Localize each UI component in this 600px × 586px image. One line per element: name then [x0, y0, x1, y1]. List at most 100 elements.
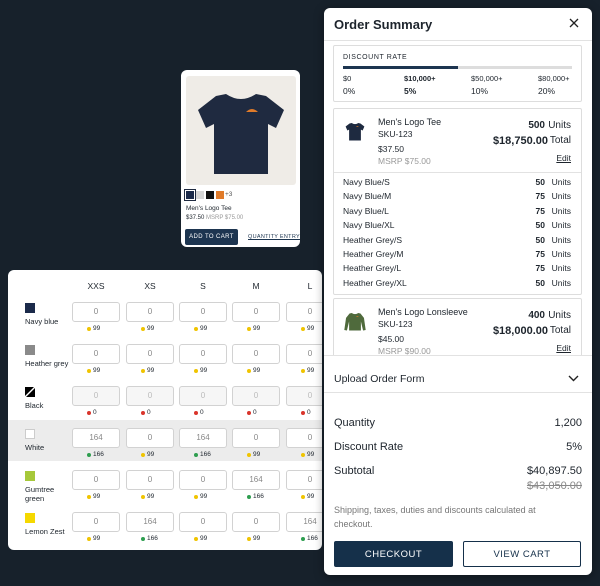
- stock-count: 166: [253, 493, 264, 500]
- quantity-input: 0: [72, 386, 120, 406]
- stock-dot: [87, 369, 91, 373]
- quantity-input[interactable]: 0: [232, 302, 280, 322]
- color-swatch[interactable]: [196, 191, 204, 199]
- stock-dot: [301, 369, 305, 373]
- quantity-input[interactable]: 0: [72, 470, 120, 490]
- units-label: Units: [551, 263, 571, 274]
- stock-dot: [141, 453, 145, 457]
- variant-name: Heather Grey/S: [343, 234, 403, 245]
- cart-item: Men's Logo Lonsleeve SKU-123 $45.00 MSRP $9…: [333, 298, 582, 355]
- checkout-button[interactable]: CHECKOUT: [334, 541, 453, 567]
- stock-count: 99: [307, 451, 315, 458]
- item-total: $18,000.00: [492, 325, 548, 338]
- quantity-input[interactable]: 0: [179, 302, 227, 322]
- stock-count: 99: [147, 367, 155, 374]
- quantity-input: 0: [126, 386, 174, 406]
- stock-dot: [301, 453, 305, 457]
- size-grid: XXS XS S M L Navy blue 0 99 0 99 0 99 0 99 0 99 Heather …: [8, 270, 322, 550]
- variant-name: Navy Blue/M: [343, 191, 392, 202]
- units-label: Units: [551, 234, 571, 245]
- quantity-entry-link[interactable]: QUANTITY ENTRY: [248, 234, 300, 240]
- item-thumbnail: [345, 123, 365, 141]
- summary-label: Quantity: [334, 417, 375, 429]
- quantity-input[interactable]: 0: [286, 302, 322, 322]
- quantity-input[interactable]: 0: [72, 512, 120, 532]
- color-name: Lemon Zest: [25, 527, 65, 536]
- variant-qty: 75: [535, 263, 545, 274]
- discount-box: DISCOUNT RATE $0 0% $10,000+ 5% $50,000+ 10% $8…: [333, 45, 582, 102]
- stock-count: 99: [307, 367, 315, 374]
- units-label: Units: [551, 205, 571, 216]
- quantity-input[interactable]: 0: [72, 344, 120, 364]
- quantity-input[interactable]: 0: [286, 344, 322, 364]
- stock-count: 99: [93, 493, 101, 500]
- quantity-input[interactable]: 0: [232, 344, 280, 364]
- stock-dot: [194, 537, 198, 541]
- stock-dot: [301, 411, 305, 415]
- shirt-shape: [345, 123, 365, 141]
- stock-dot: [87, 453, 91, 457]
- progress-fill: [343, 66, 458, 69]
- quantity-input[interactable]: 0: [286, 470, 322, 490]
- more-colors: +3: [225, 191, 233, 198]
- quantity-input[interactable]: 0: [126, 344, 174, 364]
- quantity-input[interactable]: 0: [126, 428, 174, 448]
- close-button[interactable]: [569, 18, 579, 28]
- stock-dot: [247, 327, 251, 331]
- quantity-input[interactable]: 0: [179, 470, 227, 490]
- quantity-input[interactable]: 164: [179, 428, 227, 448]
- size-header: L: [307, 281, 313, 291]
- quantity-input[interactable]: 164: [232, 470, 280, 490]
- stock-dot: [194, 369, 198, 373]
- stock-count: 99: [307, 325, 315, 332]
- stock-count: 99: [147, 451, 155, 458]
- view-cart-button[interactable]: VIEW CART: [463, 541, 581, 567]
- stock-dot: [87, 495, 91, 499]
- color-name: Gumtree green: [25, 485, 55, 503]
- item-sku: SKU-123: [378, 319, 413, 330]
- stock-dot: [87, 327, 91, 331]
- color-name: Navy blue: [25, 317, 59, 326]
- quantity-input[interactable]: 0: [179, 344, 227, 364]
- tier-threshold: $10,000+: [404, 74, 436, 83]
- close-icon: [569, 18, 579, 28]
- edit-link[interactable]: Edit: [556, 153, 571, 163]
- variant-name: Heather Grey/XL: [343, 277, 407, 288]
- order-summary: Order Summary DISCOUNT RATE $0 0% $10,000+ 5%…: [324, 8, 592, 575]
- product-card: +3 Men's Logo Tee $37.50 MSRP $75.00 ADD TO …: [181, 70, 300, 247]
- stock-count: 99: [93, 367, 101, 374]
- item-units: 500: [528, 120, 545, 131]
- quantity-input[interactable]: 164: [286, 512, 322, 532]
- quantity-input[interactable]: 0: [126, 302, 174, 322]
- variant-qty: 50: [535, 277, 545, 288]
- quantity-input[interactable]: 164: [72, 428, 120, 448]
- variant-qty: 50: [535, 177, 545, 187]
- quantity-input[interactable]: 0: [286, 428, 322, 448]
- shirt-shape: [198, 94, 284, 174]
- quantity-input[interactable]: 0: [232, 428, 280, 448]
- color-swatch: [25, 303, 35, 313]
- units-label: Units: [548, 120, 571, 131]
- color-swatch: [25, 429, 35, 439]
- stock-count: 99: [93, 325, 101, 332]
- stock-count: 99: [253, 325, 261, 332]
- stock-dot: [141, 411, 145, 415]
- tier-rate: 5%: [404, 86, 417, 96]
- quantity-input[interactable]: 0: [72, 302, 120, 322]
- color-swatch[interactable]: [184, 189, 196, 201]
- stock-dot: [194, 495, 198, 499]
- quantity-input[interactable]: 0: [232, 512, 280, 532]
- variant-name: Navy Blue/XL: [343, 220, 395, 231]
- add-to-cart-button[interactable]: ADD TO CART: [185, 229, 238, 245]
- edit-link[interactable]: Edit: [556, 343, 571, 354]
- color-swatch[interactable]: [206, 191, 214, 199]
- color-swatch[interactable]: [216, 191, 224, 199]
- total-label: Total: [549, 135, 571, 146]
- quantity-input[interactable]: 0: [126, 470, 174, 490]
- upload-order-form[interactable]: Upload Order Form: [324, 355, 592, 393]
- quantity-input[interactable]: 0: [179, 512, 227, 532]
- product-msrp: MSRP $75.00: [206, 215, 244, 221]
- quantity-input[interactable]: 164: [126, 512, 174, 532]
- summary-title: Order Summary: [334, 17, 433, 32]
